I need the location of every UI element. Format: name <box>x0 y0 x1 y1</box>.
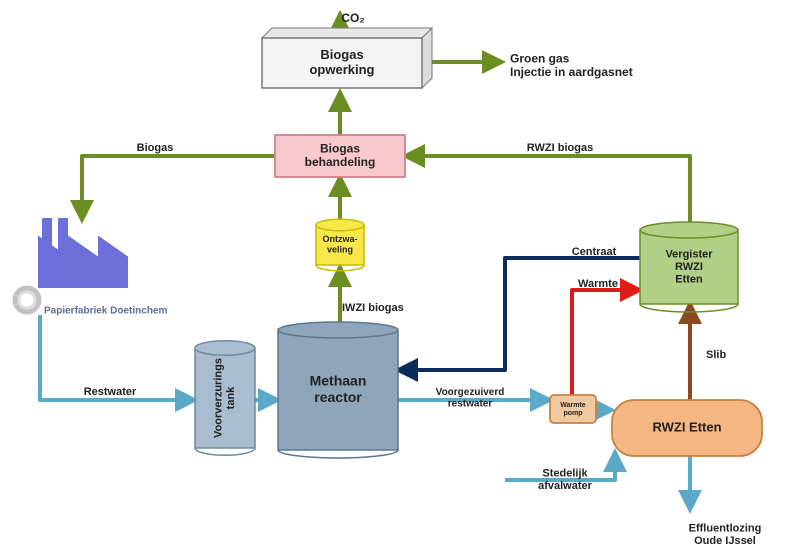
svg-text:CO₂: CO₂ <box>341 11 364 25</box>
node-eff: EffluentlozingOude IJssel <box>689 523 762 548</box>
svg-text:Voorverzurings: Voorverzurings <box>213 358 225 438</box>
svg-text:restwater: restwater <box>448 398 493 409</box>
svg-text:Injectie in aardgasnet: Injectie in aardgasnet <box>510 65 633 79</box>
node-warmte: Warmtepomp <box>550 395 596 423</box>
svg-text:Groen gas: Groen gas <box>510 51 570 65</box>
edge-rwzi_biogas <box>405 156 690 230</box>
svg-text:Biogas: Biogas <box>320 141 360 155</box>
svg-text:opwerking: opwerking <box>309 62 374 77</box>
svg-text:Voorgezuiverd: Voorgezuiverd <box>436 387 505 398</box>
svg-text:reactor: reactor <box>314 389 362 405</box>
svg-text:Slib: Slib <box>706 349 726 361</box>
node-pfd_logo <box>15 288 39 312</box>
svg-text:Oude IJssel: Oude IJssel <box>694 535 756 547</box>
node-groen: Groen gasInjectie in aardgasnet <box>510 51 633 79</box>
svg-text:IWZI biogas: IWZI biogas <box>342 302 404 314</box>
svg-text:behandeling: behandeling <box>305 155 376 169</box>
node-ontzw: Ontzwa-veling <box>316 219 364 271</box>
svg-text:veling: veling <box>327 245 353 255</box>
svg-text:pomp: pomp <box>563 410 582 417</box>
svg-text:Effluentlozing: Effluentlozing <box>689 523 762 535</box>
node-factory <box>38 218 128 288</box>
svg-text:Biogas: Biogas <box>320 47 363 62</box>
node-treat: Biogasbehandeling <box>275 135 405 177</box>
node-sted: Stedelijkafvalwater <box>538 468 593 493</box>
svg-text:RWZI biogas: RWZI biogas <box>527 142 593 154</box>
edge-warmte_line <box>572 290 640 395</box>
node-rwzi: RWZI Etten <box>612 400 762 456</box>
svg-text:RWZI: RWZI <box>675 261 703 273</box>
svg-text:Etten: Etten <box>675 274 703 286</box>
svg-text:Warmte: Warmte <box>578 278 618 290</box>
nodes-layer: CO₂BiogasopwerkingGroen gasInjectie in a… <box>15 11 762 547</box>
svg-text:Ontzwa-: Ontzwa- <box>323 234 358 244</box>
svg-text:Restwater: Restwater <box>84 386 137 398</box>
svg-text:tank: tank <box>225 386 237 410</box>
node-upgrade: Biogasopwerking <box>262 28 432 88</box>
svg-text:Stedelijk: Stedelijk <box>542 468 588 480</box>
svg-text:Biogas: Biogas <box>137 142 174 154</box>
node-co2: CO₂ <box>341 11 364 25</box>
svg-text:RWZI Etten: RWZI Etten <box>652 419 721 434</box>
svg-text:Papierfabriek Doetinchem: Papierfabriek Doetinchem <box>44 306 167 317</box>
node-vergister: VergisterRWZIEtten <box>640 222 738 312</box>
node-voor: Voorverzuringstank <box>195 341 255 455</box>
node-reactor: Methaanreactor <box>278 322 398 458</box>
edge-biogas_to_factory <box>82 156 275 220</box>
svg-text:Methaan: Methaan <box>310 373 367 389</box>
svg-text:Warmte: Warmte <box>560 402 586 409</box>
svg-text:Centraat: Centraat <box>572 246 617 258</box>
node-pfd: Papierfabriek Doetinchem <box>44 306 167 317</box>
svg-text:afvalwater: afvalwater <box>538 480 593 492</box>
svg-text:Vergister: Vergister <box>665 248 713 260</box>
edge-centraat <box>398 258 640 370</box>
